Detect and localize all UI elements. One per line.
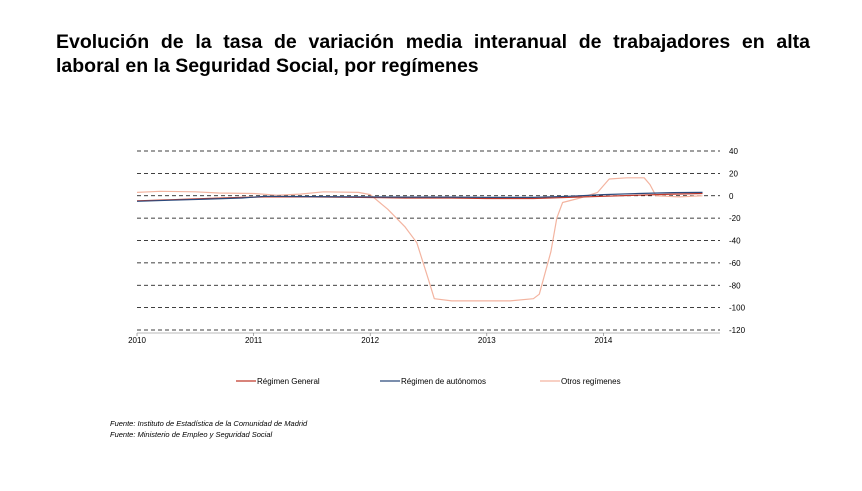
y-tick-label: -120 — [729, 326, 746, 335]
x-tick-label: 2011 — [245, 336, 263, 345]
y-tick-label: 0 — [729, 192, 734, 201]
series-line-2 — [136, 177, 703, 302]
series-line-1 — [136, 191, 703, 202]
source-line-1: Fuente: Instituto de Estadística de la C… — [110, 419, 308, 428]
x-tick-label: 2013 — [478, 336, 496, 345]
legend-label: Régimen de autónomos — [401, 377, 486, 386]
y-tick-label: 40 — [729, 147, 738, 156]
x-tick-label: 2012 — [361, 336, 379, 345]
y-tick-label: -100 — [729, 304, 746, 313]
x-tick-label: 2010 — [128, 336, 146, 345]
y-tick-label: -40 — [729, 237, 741, 246]
series-lines — [136, 177, 703, 302]
sources: Fuente: Instituto de Estadística de la C… — [110, 418, 307, 440]
y-tick-label: 20 — [729, 169, 738, 178]
y-tick-label: -20 — [729, 214, 741, 223]
source-line-2: Fuente: Ministerio de Empleo y Seguridad… — [110, 430, 273, 439]
y-tick-label: -80 — [729, 281, 741, 290]
chart-title: Evolución de la tasa de variación media … — [56, 31, 810, 77]
legend-label: Otros regímenes — [561, 377, 621, 386]
x-tick-label: 2014 — [595, 336, 613, 345]
legend-label: Régimen General — [257, 377, 320, 386]
x-axis: 2010 2011 2012 2013 2014 — [128, 332, 720, 345]
y-tick-label: -60 — [729, 259, 741, 268]
y-tick-labels: 40 20 0 -20 -40 -60 -80 -100 -120 — [729, 147, 746, 335]
legend: Régimen General Régimen de autónomos Otros… — [236, 377, 621, 386]
